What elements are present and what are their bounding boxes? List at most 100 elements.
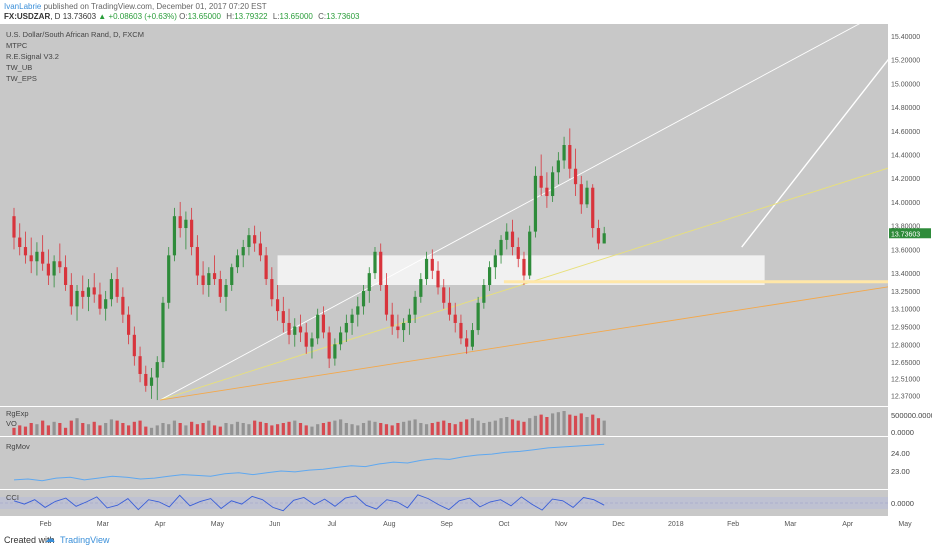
volume-bar: [316, 424, 320, 435]
candle-body: [419, 279, 423, 297]
candle-body: [298, 326, 303, 333]
low-value: 13.65000: [279, 12, 313, 21]
volume-bar: [310, 426, 314, 435]
candle-body: [184, 219, 188, 229]
candle-body: [281, 311, 285, 323]
volume-bar: [138, 420, 142, 435]
chart-area[interactable]: 13.32720 15.4000015.2000015.0000014.8000…: [0, 24, 932, 530]
candle-body: [161, 302, 165, 363]
candle-body: [92, 287, 96, 295]
volume-bar: [264, 423, 268, 435]
candle-body: [264, 255, 268, 280]
volume-bar: [235, 421, 240, 435]
volume-bar: [533, 415, 538, 435]
time-tick-label: Apr: [842, 521, 854, 528]
volume-bar: [493, 420, 497, 435]
time-axis[interactable]: [0, 516, 888, 530]
candle-body: [310, 338, 314, 347]
price-tick-label: 12.65000: [891, 360, 920, 367]
high-value: 13.79322: [234, 12, 268, 21]
candle-body: [109, 279, 114, 300]
publish-line: IvanLabrie published on TradingView.com,…: [4, 2, 267, 11]
candle-body: [144, 373, 148, 386]
volume-bar: [304, 425, 308, 435]
candle-body: [551, 172, 555, 197]
time-tick-label: 2018: [668, 521, 684, 528]
symbol-name[interactable]: FX:USDZAR: [4, 12, 51, 21]
candle-body: [12, 216, 16, 238]
volume-bar: [350, 424, 354, 435]
candle-body: [465, 338, 469, 347]
candle-body: [516, 247, 520, 259]
candle-body: [447, 302, 452, 315]
trendline-support_orange[interactable]: [160, 279, 931, 401]
candle-body: [556, 160, 560, 173]
volume-sublabel: VO: [6, 419, 17, 428]
candle-body: [367, 273, 371, 291]
tradingview-brand[interactable]: TradingView: [60, 535, 110, 545]
footer: Created with ☁ TradingView: [0, 530, 932, 550]
volume-bar: [109, 419, 114, 435]
time-tick-label: Mar: [97, 521, 110, 528]
volume-bar: [132, 421, 136, 435]
candle-body: [602, 233, 606, 244]
candle-body: [562, 145, 566, 161]
legend-title: U.S. Dollar/South African Rand, D, FXCM: [6, 30, 144, 39]
candle-body: [361, 290, 366, 307]
volume-bar: [556, 412, 560, 435]
candle-body: [35, 251, 39, 262]
candle-body: [407, 314, 411, 323]
volume-bar: [23, 426, 28, 435]
rgmov-pane[interactable]: [0, 437, 888, 489]
candle-body: [258, 243, 262, 256]
high-label: H:: [226, 12, 235, 21]
open-value: 13.65000: [187, 12, 221, 21]
price-tick-label: 12.51000: [891, 377, 920, 384]
last-price-tag-text: 13.73603: [891, 231, 920, 238]
volume-bar: [568, 414, 572, 435]
candle-body: [63, 267, 68, 285]
volume-bar: [287, 421, 291, 435]
candle-body: [413, 296, 417, 315]
volume-bar: [402, 421, 406, 435]
volume-bar: [579, 413, 583, 435]
cci-axis: [888, 490, 932, 516]
volume-bar: [201, 423, 205, 435]
volume-bar: [453, 424, 457, 435]
volume-bar: [115, 420, 119, 435]
volume-bar: [104, 423, 108, 435]
trendline-projection[interactable]: [741, 41, 903, 248]
volume-bar: [92, 421, 96, 435]
legend-study-tweps: TW_EPS: [6, 74, 37, 83]
volume-bar: [86, 424, 91, 435]
candle-body: [373, 251, 377, 274]
volume-bar: [522, 421, 526, 435]
time-tick-label: Dec: [612, 521, 625, 528]
tradingview-logo-icon: ☁: [45, 534, 55, 545]
volume-label: RgExp: [6, 409, 29, 418]
price-tick-label: 14.40000: [891, 152, 920, 159]
candle-body: [333, 344, 337, 359]
candle-body: [304, 332, 308, 347]
candle-body: [195, 247, 199, 276]
time-tick-label: Nov: [555, 521, 568, 528]
trendline-support_yellow[interactable]: [159, 154, 931, 401]
time-tick-label: Jul: [328, 521, 337, 528]
author-link[interactable]: IvanLabrie: [4, 2, 42, 11]
cci-band: [0, 497, 888, 509]
chart-header: IvanLabrie published on TradingView.com,…: [0, 0, 932, 24]
candle-body: [69, 284, 73, 307]
candle-body: [476, 302, 480, 331]
volume-bar: [470, 418, 474, 435]
volume-bar: [121, 423, 125, 435]
volume-bar: [155, 425, 159, 435]
volume-bar: [161, 423, 165, 435]
price-axis[interactable]: [888, 24, 932, 406]
volume-bar: [58, 423, 62, 435]
created-with-text: Created with: [4, 535, 55, 545]
volume-bar: [12, 427, 16, 435]
volume-bar: [545, 417, 549, 435]
candle-body: [573, 168, 578, 185]
volume-bar: [29, 423, 33, 435]
volume-bar: [602, 420, 606, 435]
